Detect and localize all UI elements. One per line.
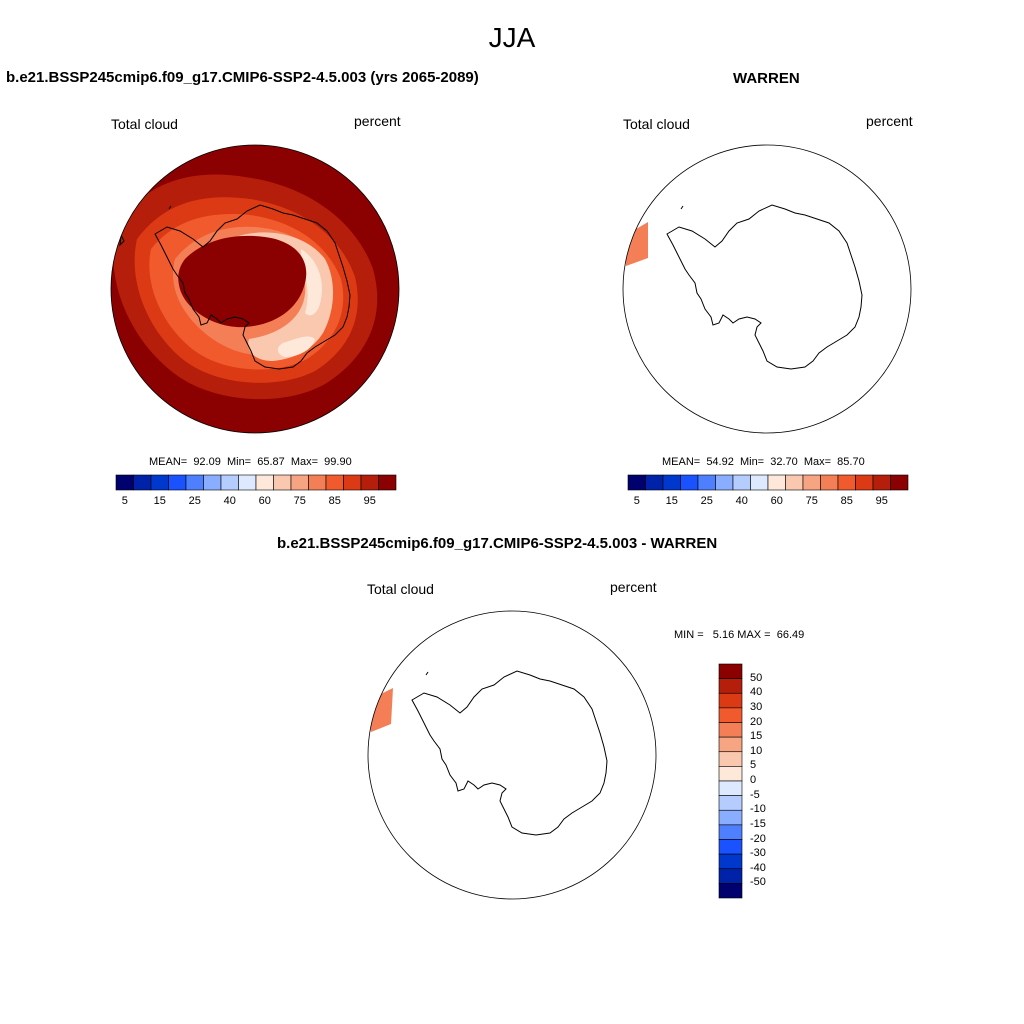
colorbar-swatch (168, 474, 187, 491)
colorbar-swatch (238, 474, 257, 491)
obs-panel-title: WARREN (733, 70, 800, 87)
colorbar-swatch (718, 809, 743, 826)
diff-map (368, 611, 656, 899)
colorbar-tick-label: 85 (840, 495, 853, 507)
colorbar-tick-label: 15 (153, 495, 166, 507)
colorbar-swatch (325, 474, 344, 491)
colorbar-swatch (837, 474, 856, 491)
colorbar-swatch (697, 474, 716, 491)
model-panel-title: b.e21.BSSP245cmip6.f09_g17.CMIP6-SSP2-4.… (6, 69, 479, 86)
colorbar-tick-label: 95 (363, 495, 376, 507)
colorbar-swatch (718, 824, 743, 840)
colorbar-tick-label: 15 (750, 730, 763, 743)
diff-variable-label: Total cloud (367, 581, 434, 597)
colorbar-swatch (115, 474, 134, 491)
colorbar-tick-label: -30 (750, 847, 766, 860)
colorbar-swatch (718, 751, 743, 767)
colorbar-tick-label: -20 (750, 832, 766, 845)
colorbar-tick-label: 5 (750, 759, 757, 772)
model-variable-label: Total cloud (111, 116, 178, 132)
colorbar-swatch (785, 474, 804, 491)
colorbar-tick-label: 15 (665, 495, 678, 507)
season-title: JJA (488, 22, 536, 53)
colorbar-swatch (343, 474, 362, 491)
colorbar-tick-label: 10 (750, 744, 763, 757)
colorbar-swatch (767, 474, 786, 491)
colorbar-tick-label: -40 (750, 861, 766, 874)
colorbar-swatch (308, 474, 327, 491)
model-units-label: percent (354, 113, 401, 129)
colorbar-tick-label: 40 (223, 495, 236, 507)
colorbar-tick-label: 95 (875, 495, 888, 507)
model-stats: MEAN= 92.09 Min= 65.87 Max= 99.90 (149, 456, 352, 468)
diff-stats: MIN = 5.16 MAX = 66.49 (674, 629, 805, 641)
colorbar-tick-label: -15 (750, 817, 766, 830)
colorbar-tick-label: 60 (770, 495, 783, 507)
colorbar-swatch (718, 692, 743, 709)
colorbar-swatch (718, 839, 743, 855)
colorbar-swatch (203, 474, 222, 491)
colorbar-swatch (718, 707, 743, 723)
colorbar-swatch (185, 474, 204, 491)
colorbar-swatch (627, 474, 646, 491)
colorbar-swatch (680, 474, 699, 491)
colorbar-tick-label: 40 (750, 686, 763, 699)
colorbar-swatch (290, 474, 309, 491)
colorbar-swatch (750, 474, 769, 491)
obs-stats: MEAN= 54.92 Min= 32.70 Max= 85.70 (662, 456, 865, 468)
obs-map (623, 145, 911, 433)
colorbar-swatch (890, 474, 909, 491)
colorbar-swatch (718, 883, 743, 899)
colorbar-swatch (378, 474, 397, 491)
colorbar-swatch (718, 795, 743, 811)
diff-colorbar (718, 663, 743, 899)
colorbar-tick-label: -50 (750, 876, 766, 889)
colorbar-tick-label: 20 (750, 715, 763, 728)
obs-variable-label: Total cloud (623, 116, 690, 132)
colorbar-tick-label: 40 (735, 495, 748, 507)
diff-units-label: percent (610, 579, 657, 595)
colorbar-tick-label: 25 (188, 495, 201, 507)
colorbar-tick-label: 75 (293, 495, 306, 507)
colorbar-tick-label: -5 (750, 788, 760, 801)
colorbar-tick-label: 85 (328, 495, 341, 507)
colorbar-tick-label: 50 (750, 671, 763, 684)
obs-units-label: percent (866, 113, 913, 129)
colorbar-swatch (718, 678, 743, 694)
colorbar-swatch (273, 474, 292, 491)
colorbar-swatch (732, 474, 751, 491)
obs-colorbar (627, 474, 909, 491)
colorbar-swatch (718, 663, 743, 679)
colorbar-swatch (645, 474, 664, 491)
colorbar-swatch (360, 474, 379, 491)
colorbar-tick-label: 75 (805, 495, 818, 507)
colorbar-tick-label: 60 (258, 495, 271, 507)
colorbar-swatch (802, 474, 821, 491)
colorbar-tick-label: 25 (700, 495, 713, 507)
colorbar-swatch (255, 474, 274, 491)
colorbar-swatch (150, 474, 169, 491)
colorbar-swatch (715, 474, 734, 491)
model-map (111, 145, 399, 433)
colorbar-swatch (718, 766, 743, 782)
colorbar-swatch (133, 474, 152, 491)
colorbar-swatch (718, 722, 743, 738)
colorbar-swatch (220, 474, 239, 491)
diff-panel-title: b.e21.BSSP245cmip6.f09_g17.CMIP6-SSP2-4.… (277, 535, 718, 552)
colorbar-swatch (718, 868, 743, 884)
colorbar-swatch (718, 853, 743, 870)
colorbar-tick-label: -10 (750, 803, 766, 816)
colorbar-tick-label: 0 (750, 774, 757, 786)
colorbar-swatch (855, 474, 874, 491)
model-colorbar (115, 474, 397, 491)
colorbar-tick-label: 5 (633, 495, 640, 507)
colorbar-tick-label: 30 (750, 700, 763, 713)
colorbar-swatch (718, 780, 743, 796)
colorbar-swatch (662, 474, 681, 491)
colorbar-swatch (820, 474, 839, 491)
colorbar-swatch (718, 736, 743, 753)
colorbar-tick-label: 5 (121, 495, 128, 507)
colorbar-swatch (872, 474, 891, 491)
